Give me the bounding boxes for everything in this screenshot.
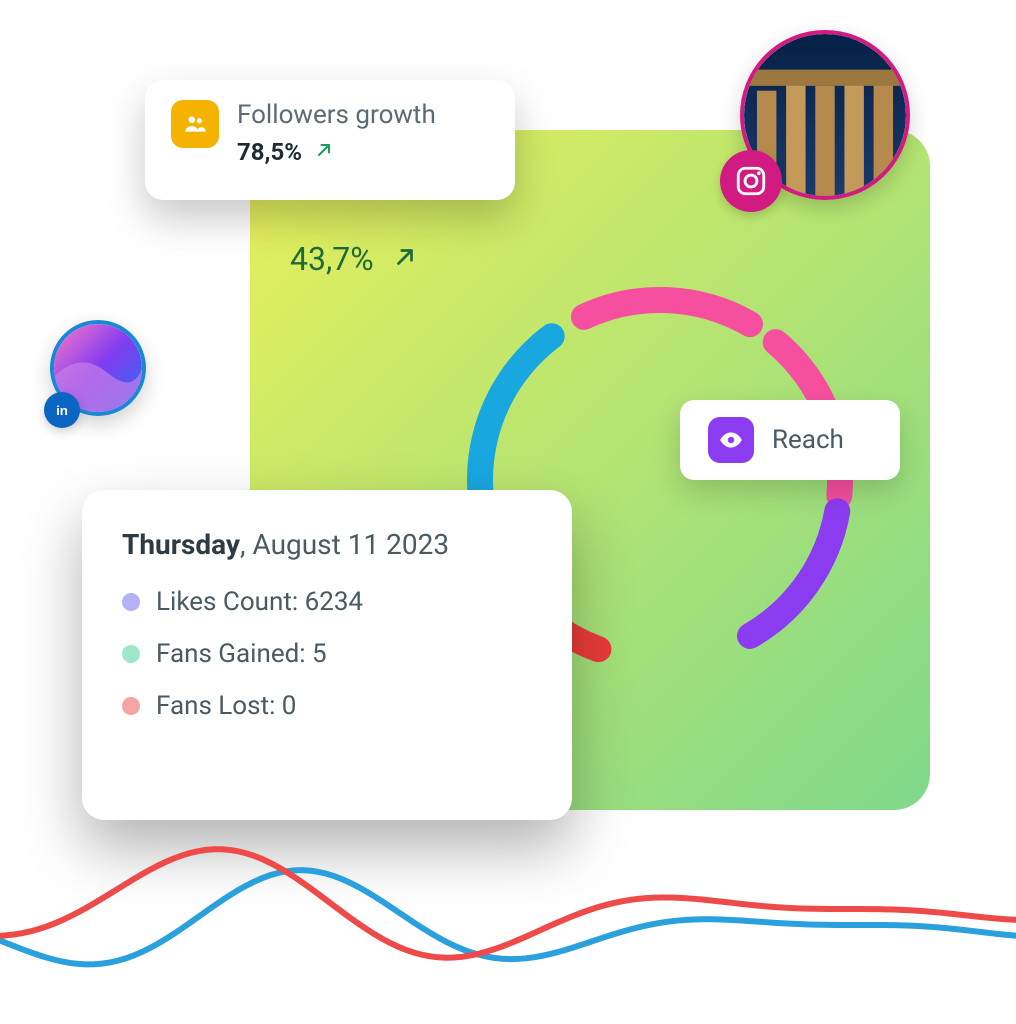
svg-text:in: in: [56, 403, 68, 418]
stat-row: Fans Gained: 5: [122, 639, 532, 669]
followers-title: Followers growth: [237, 100, 436, 130]
instagram-icon: [720, 150, 782, 212]
arrow-up-icon: [392, 240, 418, 278]
stat-row: Fans Lost: 0: [122, 691, 532, 721]
stat-dot: [122, 697, 140, 715]
arrow-up-icon: [314, 138, 334, 166]
square-percent-block: 43,7%: [290, 240, 418, 278]
people-icon: [171, 100, 219, 148]
stats-weekday: Thursday: [122, 528, 240, 561]
stats-date-rest: , August 11 2023: [240, 528, 449, 561]
square-percent-value: 43,7%: [290, 240, 374, 278]
stat-dot: [122, 593, 140, 611]
followers-growth-card: Followers growth 78,5%: [145, 80, 515, 200]
followers-value: 78,5%: [237, 138, 302, 166]
stats-date: Thursday, August 11 2023: [122, 528, 532, 561]
followers-value-row: 78,5%: [237, 138, 436, 166]
linkedin-icon: in: [44, 392, 80, 428]
stats-card: Thursday, August 11 2023 Likes Count: 62…: [82, 490, 572, 820]
stats-rows: Likes Count: 6234 Fans Gained: 5 Fans Lost…: [122, 587, 532, 721]
eye-icon: [708, 417, 754, 463]
stat-dot: [122, 645, 140, 663]
stat-label: Likes Count: 6234: [156, 587, 363, 617]
stat-label: Fans Gained: 5: [156, 639, 327, 669]
stat-label: Fans Lost: 0: [156, 691, 296, 721]
stat-row: Likes Count: 6234: [122, 587, 532, 617]
reach-card: Reach: [680, 400, 900, 480]
dashboard-stage: 43,7% Followers growth 78,5%: [0, 0, 1016, 1024]
reach-label: Reach: [772, 425, 844, 455]
trend-waves: [0, 820, 1016, 1010]
followers-text-block: Followers growth 78,5%: [237, 100, 436, 166]
